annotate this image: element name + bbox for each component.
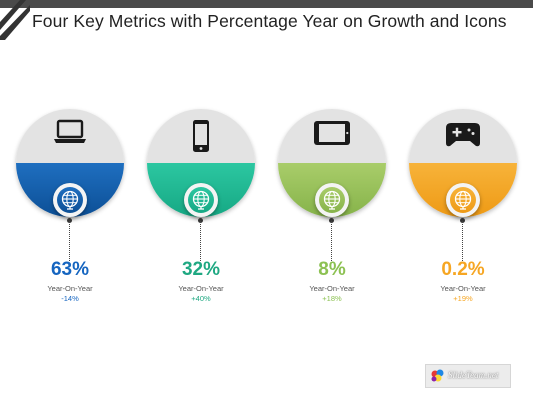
metric-caption: Year-On-Year bbox=[178, 284, 224, 293]
metric-percent: 0.2% bbox=[441, 259, 485, 280]
connector-dot bbox=[67, 218, 72, 223]
metric-percent: 8% bbox=[318, 259, 346, 280]
metric-change: +18% bbox=[322, 294, 342, 303]
metric-card-tablet: 8% Year-On-Year +18% bbox=[276, 109, 388, 303]
metric-card-gamepad: 0.2% Year-On-Year +19% bbox=[407, 109, 519, 303]
metric-caption: Year-On-Year bbox=[440, 284, 486, 293]
metric-change: +19% bbox=[453, 294, 473, 303]
globe-icon bbox=[61, 190, 79, 210]
globe-icon bbox=[192, 190, 210, 210]
metric-percent: 63% bbox=[50, 259, 90, 280]
globe-icon bbox=[454, 190, 472, 210]
watermark-text: SlideTeam.net bbox=[448, 370, 499, 380]
watermark-logo-icon bbox=[431, 369, 444, 382]
connector-line bbox=[462, 221, 463, 261]
connector-dot bbox=[460, 218, 465, 223]
page-title: Four Key Metrics with Percentage Year on… bbox=[32, 11, 507, 31]
metric-percent: 32% bbox=[181, 259, 221, 280]
metric-card-laptop: 63% Year-On-Year -14% bbox=[14, 109, 126, 303]
globe-badge bbox=[315, 183, 349, 217]
metric-circle bbox=[278, 109, 386, 217]
connector-dot bbox=[198, 218, 203, 223]
connector-line bbox=[200, 221, 201, 261]
metric-change: +40% bbox=[191, 294, 211, 303]
connector-line bbox=[69, 221, 70, 261]
metric-caption: Year-On-Year bbox=[309, 284, 355, 293]
metric-caption: Year-On-Year bbox=[47, 284, 93, 293]
globe-badge bbox=[446, 183, 480, 217]
smartphone-icon bbox=[193, 120, 209, 152]
globe-icon bbox=[323, 190, 341, 210]
corner-stripes-decoration bbox=[0, 0, 30, 40]
metric-circle bbox=[147, 109, 255, 217]
tablet-icon bbox=[314, 121, 350, 145]
globe-badge bbox=[53, 183, 87, 217]
laptop-icon bbox=[54, 119, 86, 143]
connector-line bbox=[331, 221, 332, 261]
globe-badge bbox=[184, 183, 218, 217]
metric-change: -14% bbox=[61, 294, 79, 303]
watermark: SlideTeam.net bbox=[425, 364, 511, 388]
top-bar bbox=[0, 0, 533, 8]
metric-card-smartphone: 32% Year-On-Year +40% bbox=[145, 109, 257, 303]
gamepad-icon bbox=[446, 123, 480, 147]
connector-dot bbox=[329, 218, 334, 223]
